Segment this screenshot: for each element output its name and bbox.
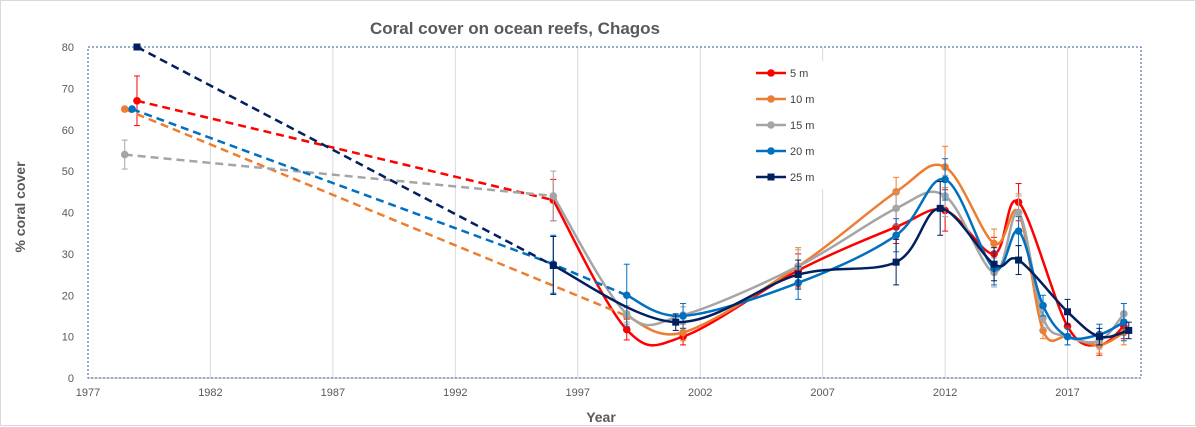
legend-label: 15 m	[790, 120, 814, 132]
data-point	[892, 204, 900, 213]
y-axis-ticks: 0 10 20 30 40 50 60 70 80	[62, 42, 74, 385]
legend-marker	[767, 173, 775, 181]
data-point	[936, 204, 944, 212]
x-axis-ticks: 1977 1982 1987 1992 1997 2002 2007 2012 2017	[76, 387, 1080, 399]
legend-label: 20 m	[790, 146, 814, 158]
data-point	[549, 192, 558, 200]
data-point	[1014, 208, 1023, 217]
data-point	[1015, 256, 1023, 264]
x-tick-label: 1992	[443, 387, 467, 399]
legend-marker	[767, 95, 775, 103]
data-point	[1064, 308, 1072, 316]
legend-label: 10 m	[790, 94, 814, 106]
x-tick-label: 1997	[566, 387, 590, 399]
legend-item: 10 m	[756, 94, 814, 106]
x-tick-label: 2002	[688, 387, 712, 399]
data-point	[1125, 326, 1133, 334]
series-dashed-line	[124, 107, 628, 318]
series-25-m	[133, 43, 1133, 346]
data-point	[1063, 332, 1072, 341]
data-point	[120, 105, 129, 113]
legend-marker	[767, 147, 775, 155]
x-tick-label: 2012	[933, 387, 957, 399]
data-point	[892, 231, 900, 240]
y-tick-label: 70	[62, 83, 74, 95]
x-axis-title: Year	[586, 409, 616, 425]
y-tick-label: 0	[68, 373, 74, 385]
y-tick-label: 10	[62, 332, 74, 344]
data-point	[133, 43, 141, 51]
x-tick-label: 2007	[810, 387, 834, 399]
data-point	[1120, 318, 1128, 326]
data-point	[941, 175, 949, 184]
gridlines	[88, 47, 1141, 379]
y-axis-title: % coral cover	[12, 161, 28, 253]
x-tick-label: 1982	[198, 387, 222, 399]
y-tick-label: 30	[62, 249, 74, 261]
series-dashed-line	[136, 99, 554, 202]
legend-item: 25 m	[756, 172, 814, 184]
data-point	[1039, 301, 1047, 310]
data-point	[622, 291, 631, 300]
legend-label: 5 m	[790, 68, 808, 80]
legend-marker	[767, 69, 775, 77]
legend-marker	[767, 121, 775, 129]
data-point	[1014, 227, 1023, 235]
data-point	[679, 312, 687, 320]
legend-item: 5 m	[756, 68, 808, 80]
data-point	[133, 96, 141, 105]
data-point	[672, 318, 680, 326]
x-tick-label: 1987	[321, 387, 345, 399]
data-point	[794, 271, 802, 279]
data-point	[990, 260, 998, 268]
y-tick-label: 40	[62, 208, 74, 220]
data-point	[549, 261, 557, 269]
series-dashed-line	[124, 153, 554, 198]
chart-title: Coral cover on ocean reefs, Chagos	[370, 19, 660, 38]
y-tick-label: 80	[62, 42, 74, 54]
data-point	[120, 150, 129, 159]
data-point	[1095, 333, 1103, 341]
data-point	[990, 239, 998, 248]
series-layer	[120, 43, 1133, 356]
data-point	[892, 258, 900, 266]
data-point	[679, 328, 687, 337]
series-line	[626, 177, 1125, 341]
legend-item: 15 m	[756, 120, 814, 132]
legend-item: 20 m	[756, 146, 814, 158]
y-tick-label: 50	[62, 166, 74, 178]
y-tick-label: 20	[62, 290, 74, 302]
legend: 5 m 10 m 15 m 20 m 25 m	[746, 61, 849, 189]
legend-label: 25 m	[790, 172, 814, 184]
x-tick-label: 2017	[1055, 387, 1079, 399]
data-point	[128, 105, 136, 113]
data-point	[622, 325, 631, 334]
series-dashed-line	[136, 45, 554, 267]
plot-area-border	[87, 46, 1142, 379]
x-tick-label: 1977	[76, 387, 100, 399]
y-tick-label: 60	[62, 125, 74, 137]
